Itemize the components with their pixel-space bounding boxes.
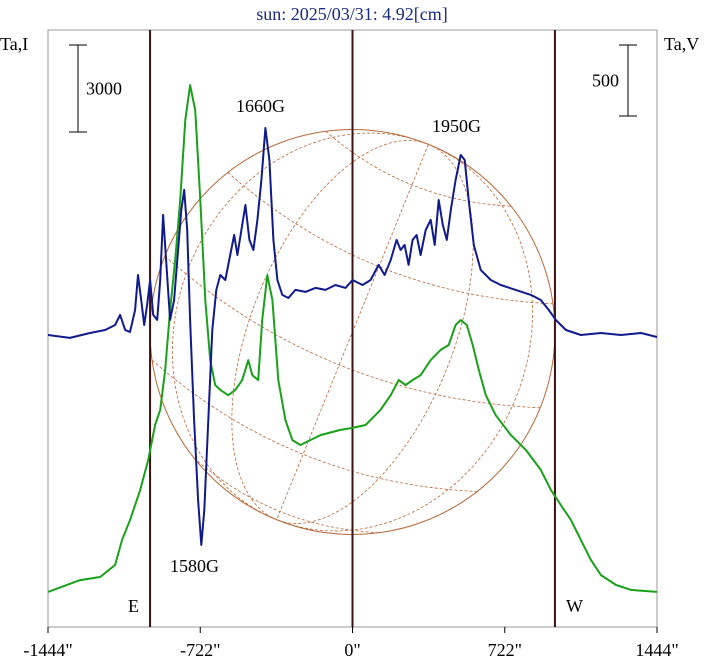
scale-label: 500 bbox=[592, 71, 619, 91]
annotation: 1950G bbox=[432, 116, 481, 136]
parallel bbox=[193, 457, 380, 534]
annotation: 1580G bbox=[170, 556, 219, 576]
x-tick-label: -1444" bbox=[23, 640, 72, 660]
annotation: E bbox=[128, 596, 139, 616]
scale-label: 3000 bbox=[86, 78, 122, 98]
chart-title: sun: 2025/03/31: 4.92[cm] bbox=[256, 4, 448, 24]
parallel bbox=[164, 255, 541, 409]
series-line bbox=[47, 84, 658, 593]
annotation: W bbox=[566, 596, 583, 616]
series-line bbox=[47, 127, 658, 546]
x-tick-label: 1444" bbox=[635, 640, 678, 660]
x-tick-label: -722" bbox=[180, 640, 220, 660]
x-tick-label: 0" bbox=[344, 640, 360, 660]
y-axis-label: Ta,I bbox=[0, 34, 28, 54]
parallel bbox=[325, 131, 512, 207]
y2-axis-label: Ta,V bbox=[664, 34, 699, 54]
x-tick-label: 722" bbox=[488, 640, 522, 660]
annotation: 1660G bbox=[236, 96, 285, 116]
